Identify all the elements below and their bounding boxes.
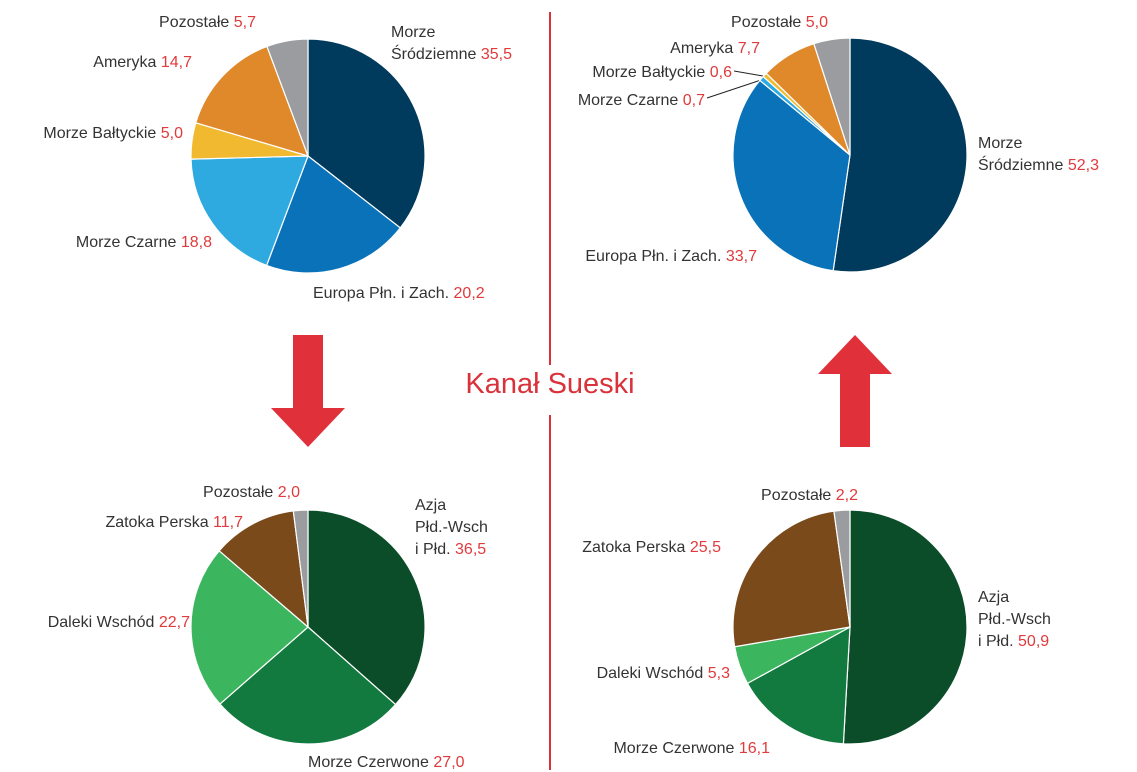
slice-label: Pozostałe 5,7 [159, 12, 256, 34]
slice-label: Azja Płd.-Wsch i Płd. 36,5 [415, 495, 488, 561]
arrow-up [818, 335, 892, 447]
pie-slice [219, 626, 397, 745]
arrow-down [271, 335, 345, 447]
value-label: 18,8 [180, 234, 212, 251]
slice-label: Zatoka Perska 11,7 [105, 512, 243, 534]
pie-slice [813, 37, 851, 156]
value-label: 33,7 [725, 248, 757, 265]
pie-slice [266, 38, 309, 157]
slice-label: Pozostałe 2,2 [761, 485, 858, 507]
value-label: 11,7 [213, 514, 243, 531]
value-label: 14,7 [160, 54, 192, 71]
slice-label: Morze Śródziemne 52,3 [978, 133, 1099, 177]
pie-slice [307, 38, 426, 229]
pie-slice [292, 509, 309, 628]
value-label: 2,2 [835, 487, 858, 504]
category-label: Ameryka [93, 54, 157, 71]
value-label: 5,0 [805, 14, 828, 31]
slice-label: Daleki Wschód 5,3 [597, 663, 730, 685]
slice-label: Morze Czarne 18,8 [76, 232, 212, 254]
value-label: 36,5 [455, 541, 487, 558]
pie-slice [832, 37, 968, 273]
category-label: Morze Bałtyckie [43, 125, 157, 142]
category-label: Pozostałe [159, 14, 230, 31]
category-label: Pozostałe [761, 487, 832, 504]
category-label: Daleki Wschód [47, 614, 155, 631]
slice-label: Azja Płd.-Wsch i Płd. 50,9 [978, 587, 1051, 653]
value-label: 35,5 [480, 46, 512, 63]
value-label: 5,7 [233, 14, 256, 31]
category-label: Morze Śródziemne [391, 24, 477, 63]
pie-slice [746, 625, 851, 745]
category-label: Morze Śródziemne [978, 135, 1064, 174]
pie-slice [190, 155, 309, 267]
category-label: Morze Czarne [75, 234, 177, 251]
pie-slice [732, 510, 851, 648]
slice-label: Morze Bałtyckie 0,6 [592, 62, 732, 84]
value-label: 50,9 [1018, 633, 1050, 650]
leader-line [706, 79, 762, 99]
slice-label: Europa Płn. i Zach. 20,2 [313, 283, 485, 305]
slice-label: Morze Śródziemne 35,5 [391, 22, 512, 66]
pie-slice [842, 509, 968, 745]
value-label: 5,0 [160, 125, 183, 142]
value-label: 2,0 [277, 484, 300, 501]
category-label: Morze Czerwone [613, 740, 735, 757]
slice-label: Europa Płn. i Zach. 33,7 [585, 246, 757, 268]
value-label: 16,1 [738, 740, 770, 757]
category-label: Pozostałe [731, 14, 802, 31]
category-label: Zatoka Perska [105, 514, 209, 531]
leader-line [733, 70, 764, 77]
value-label: 52,3 [1067, 157, 1099, 174]
value-label: 22,7 [158, 614, 190, 631]
category-label: Daleki Wschód [596, 665, 704, 682]
pie-slice [218, 510, 309, 629]
category-label: Europa Płn. i Zach. [585, 248, 722, 265]
slice-label: Pozostałe 5,0 [731, 12, 828, 34]
slice-label: Daleki Wschód 22,7 [48, 612, 190, 634]
value-label: 0,6 [709, 64, 732, 81]
category-label: Europa Płn. i Zach. [313, 285, 450, 302]
pie-slice [195, 45, 309, 157]
category-label: Ameryka [670, 40, 734, 57]
value-label: 27,0 [433, 754, 465, 771]
category-label: Morze Bałtyckie [592, 64, 706, 81]
pie-slice [265, 155, 402, 274]
value-label: 5,3 [707, 665, 730, 682]
value-label: 0,7 [682, 92, 705, 109]
category-label: Azja Płd.-Wsch i Płd. [978, 589, 1051, 650]
pie-slice [732, 79, 851, 272]
category-label: Azja Płd.-Wsch i Płd. [415, 497, 488, 558]
category-label: Pozostałe [203, 484, 274, 501]
pie-slice [190, 549, 309, 705]
value-label: 7,7 [737, 40, 760, 57]
pie-slice [307, 509, 426, 706]
slice-label: Morze Bałtyckie 5,0 [43, 123, 183, 145]
category-label: Morze Czerwone [308, 754, 429, 771]
pie-slice [833, 509, 851, 628]
slice-label: Morze Czerwone 27,0 [308, 752, 465, 772]
slice-label: Ameryka 14,7 [93, 52, 192, 74]
slice-label: Zatoka Perska 25,5 [582, 537, 721, 559]
slice-label: Morze Czerwone 16,1 [613, 738, 770, 760]
category-label: Zatoka Perska [582, 539, 686, 556]
slice-label: Pozostałe 2,0 [203, 482, 300, 504]
slice-label: Morze Czarne 0,7 [578, 90, 705, 112]
slice-label: Ameryka 7,7 [670, 38, 760, 60]
category-label: Morze Czarne [577, 92, 679, 109]
value-label: 20,2 [453, 285, 485, 302]
chart-title: Kanał Sueski [465, 368, 635, 400]
value-label: 25,5 [689, 539, 721, 556]
